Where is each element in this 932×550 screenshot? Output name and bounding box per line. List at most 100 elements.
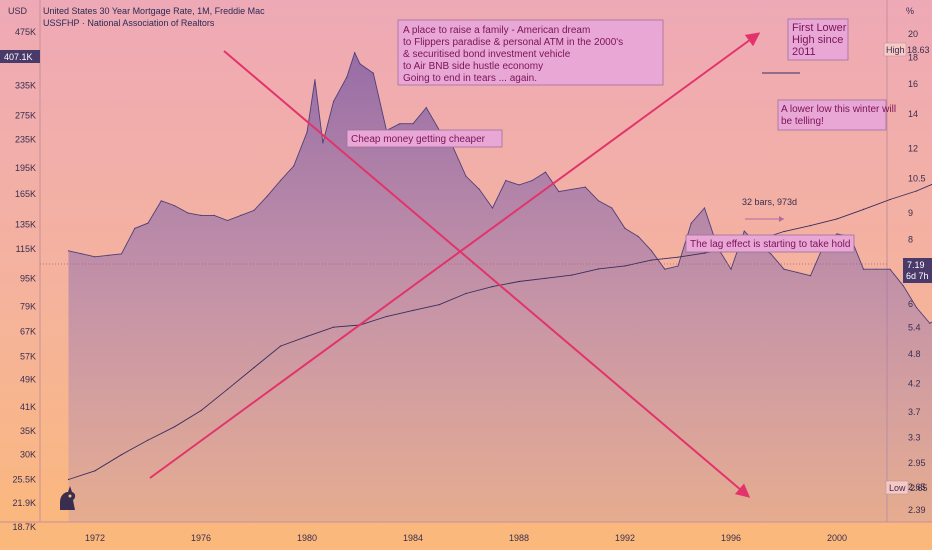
rate-point (240, 214, 242, 216)
annotation-family-line5: Going to end in tears ... again. (403, 73, 537, 84)
rate-point (730, 268, 732, 270)
annotation-family-line2: to Flippers paradise & personal ATM in t… (403, 37, 623, 48)
price-point (385, 315, 388, 318)
rate-point (584, 186, 586, 188)
rate-area-fill (68, 52, 932, 522)
rate-point (558, 191, 560, 193)
rate-point (809, 275, 812, 277)
price-point (465, 292, 467, 295)
left-axis: 475K 335K 275K 235K 195K 165K 135K 115K 95K 79K 67… (12, 27, 36, 532)
bars-measure-label: 32 bars, 973d (742, 197, 797, 207)
left-tick-label: 475K (15, 27, 36, 37)
rate-point (354, 52, 356, 54)
rate-point (544, 171, 547, 173)
price-point (438, 304, 441, 306)
rate-point (862, 268, 865, 270)
price-point (67, 478, 70, 481)
rate-point (783, 268, 785, 270)
x-axis: 1972197619801984198819921996200020042008… (85, 533, 847, 543)
left-tick-label: 57K (20, 352, 36, 362)
current-value: 7.19 (907, 260, 925, 270)
rate-point (677, 265, 679, 267)
left-tick-label: 18.7K (12, 522, 36, 532)
rate-point (637, 235, 639, 238)
chart-title-line2: USSFHP · National Association of Realtor… (43, 18, 215, 28)
right-tick-label: 20 (908, 29, 918, 39)
left-tick-label: 135K (15, 220, 36, 230)
price-point (306, 335, 308, 337)
price-point (253, 367, 255, 369)
annotation-lag-effect-box (685, 234, 855, 253)
tradingview-logo-icon (60, 486, 76, 510)
x-tick-label: 1972 (85, 533, 105, 543)
rate-point (314, 79, 316, 81)
left-tick-label: 275K (15, 111, 36, 121)
rate-point (293, 165, 295, 167)
price-point (332, 326, 335, 328)
annotation-family-box (397, 19, 664, 86)
current-countdown: 6d 7h (906, 271, 929, 281)
rate-point (107, 254, 109, 256)
rate-point (160, 200, 162, 202)
rate-point (425, 107, 427, 109)
rate-point (915, 306, 918, 309)
rate-point (173, 205, 176, 207)
right-tick-label: 18 (908, 53, 918, 63)
rate-point (332, 100, 335, 103)
annotation-lower-low-line2: be telling! (781, 116, 824, 127)
left-price-tag-value: 407.1K (4, 52, 33, 62)
price-point (200, 410, 202, 412)
right-tick-label: 4.2 (908, 379, 921, 389)
x-tick-label: 1996 (721, 533, 741, 543)
price-point (597, 268, 600, 270)
rate-point (876, 268, 878, 270)
rate-point (929, 322, 931, 324)
rate-point (399, 123, 401, 125)
rate-point (902, 285, 904, 287)
rate-point (359, 63, 361, 65)
price-point (173, 426, 176, 428)
right-tick-label: 16 (908, 79, 918, 89)
x-tick-label: 2000 (827, 533, 847, 543)
x-tick-label: 1992 (615, 533, 635, 543)
rate-point (67, 250, 70, 252)
rate-point (134, 227, 136, 229)
rate-point (703, 207, 706, 209)
x-tick-label: 1976 (191, 533, 211, 543)
rate-point (147, 222, 149, 224)
price-point (412, 309, 414, 311)
rate-point (650, 250, 653, 252)
price-point (279, 345, 282, 347)
x-tick-label: 1988 (509, 533, 529, 543)
rate-point (491, 207, 494, 209)
rate-point (743, 230, 745, 232)
left-tick-label: 30K (20, 450, 36, 460)
price-point (147, 439, 149, 441)
price-point (226, 388, 229, 390)
annotation-cheap-money-text: Cheap money getting cheaper (351, 134, 486, 145)
rate-point (465, 175, 467, 177)
left-tick-label: 235K (15, 135, 36, 145)
annotation-first-lower-line2: High since (792, 34, 843, 46)
chart-title-line1: United States 30 Year Mortgage Rate, 1M,… (43, 6, 265, 16)
bars-measure-arrowhead (779, 216, 784, 222)
left-tick-label: 49K (20, 375, 36, 385)
price-point (783, 230, 785, 233)
price-point (120, 454, 123, 456)
price-point (544, 277, 547, 279)
annotation-first-lower-box (787, 18, 849, 61)
right-unit-label: % (906, 6, 914, 16)
rate-point (505, 179, 507, 182)
up-trend-arrow (149, 32, 761, 479)
annotation-first-lower-line1: First Lower (792, 22, 847, 34)
rate-point (213, 214, 215, 216)
rate-point (200, 214, 202, 216)
left-tick-label: 115K (16, 244, 36, 254)
x-tick-label: 1984 (403, 533, 423, 543)
left-tick-label: 41K (20, 402, 36, 412)
low-label-box (885, 480, 909, 495)
left-tick-label: 195K (15, 163, 36, 173)
price-point (650, 259, 653, 261)
annotation-family-line4: to Air BNB side hustle economy (403, 61, 543, 72)
